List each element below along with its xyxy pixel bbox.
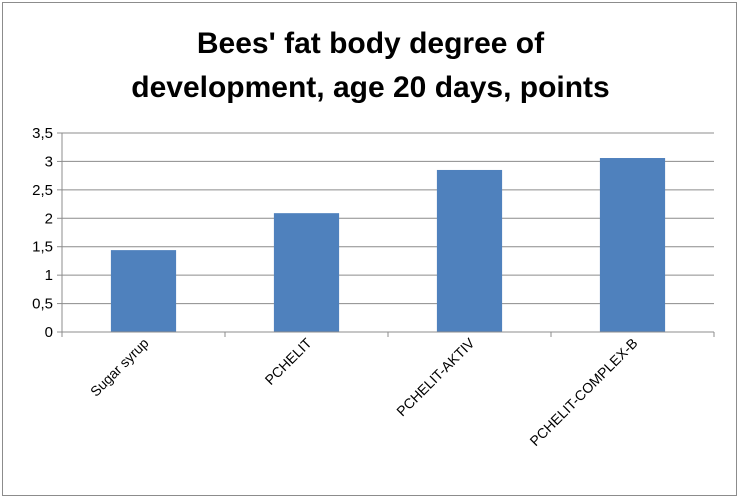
- y-tick-label: 2,5: [32, 182, 53, 199]
- y-tick-label: 3: [45, 153, 53, 170]
- x-tick-label: PCHELIT-AKTIV: [393, 334, 478, 419]
- y-tick-labels: 0 0,5 1 1,5 2 2,5 3 3,5: [32, 125, 53, 341]
- x-tick-label: Sugar syrup: [87, 335, 152, 400]
- y-tick-label: 2: [45, 210, 53, 227]
- chart-title-line-2: development, age 20 days, points: [131, 71, 610, 104]
- axes: [57, 132, 715, 337]
- y-tick-label: 1,5: [32, 239, 53, 256]
- x-tick-label: PCHELIT-COMPLEX-B: [526, 335, 640, 449]
- bar: [599, 158, 666, 332]
- bar: [273, 213, 340, 332]
- y-tick-label: 0,5: [32, 296, 53, 313]
- chart-title-line-1: Bees' fat body degree of: [196, 27, 545, 60]
- bar: [110, 250, 177, 332]
- bars: [110, 158, 666, 332]
- y-tick-label: 0: [45, 324, 53, 341]
- y-tick-label: 3,5: [32, 125, 53, 142]
- x-tick-label: PCHELIT: [261, 334, 314, 387]
- chart-title: Bees' fat body degree of development, ag…: [0, 22, 741, 110]
- bar: [436, 169, 503, 332]
- x-tick-labels: Sugar syrup PCHELIT PCHELIT-AKTIV PCHELIT-C…: [87, 334, 641, 449]
- y-tick-label: 1: [45, 267, 53, 284]
